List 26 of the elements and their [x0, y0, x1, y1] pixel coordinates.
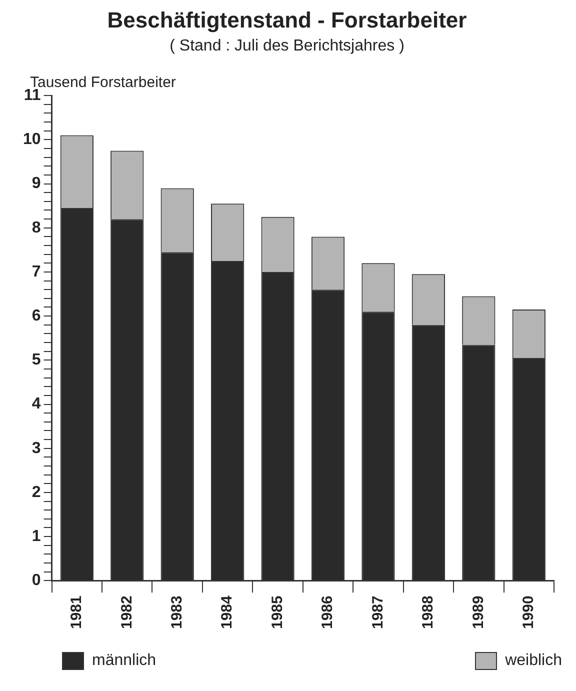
x-tick-label: 1987 [369, 596, 386, 630]
x-tick-label: 1988 [420, 596, 437, 630]
y-tick-label: 1 [32, 528, 41, 545]
x-tick-label: 1983 [168, 596, 186, 630]
chart-subtitle: ( Stand : Juli des Berichtsjahres ) [170, 37, 404, 54]
chart-title: Beschäftigtenstand - Forstarbeiter [107, 7, 468, 32]
y-tick-label: 0 [32, 572, 41, 590]
legend-label: weiblich [505, 652, 562, 670]
y-tick-label: 3 [32, 440, 41, 457]
y-tick-label: 11 [24, 87, 41, 104]
x-tick-label: 1990 [520, 596, 538, 630]
y-tick-label: 9 [32, 175, 41, 192]
x-tick-label: 1985 [268, 596, 286, 630]
x-tick-label: 1984 [218, 594, 236, 630]
x-tick-label: 1981 [68, 596, 86, 630]
y-tick-label: 5 [32, 352, 41, 369]
x-tick-label: 1989 [470, 596, 487, 630]
y-tick-label: 6 [32, 307, 41, 324]
x-tick-label: 1982 [118, 596, 136, 630]
y-tick-label: 7 [32, 263, 41, 280]
y-tick-label: 4 [32, 396, 41, 413]
x-tick-label: 1986 [319, 596, 336, 630]
y-tick-label: 10 [23, 131, 41, 148]
legend-label: männlich [92, 652, 156, 670]
y-tick-label: 2 [32, 484, 41, 501]
y-tick-label: 8 [32, 219, 41, 236]
